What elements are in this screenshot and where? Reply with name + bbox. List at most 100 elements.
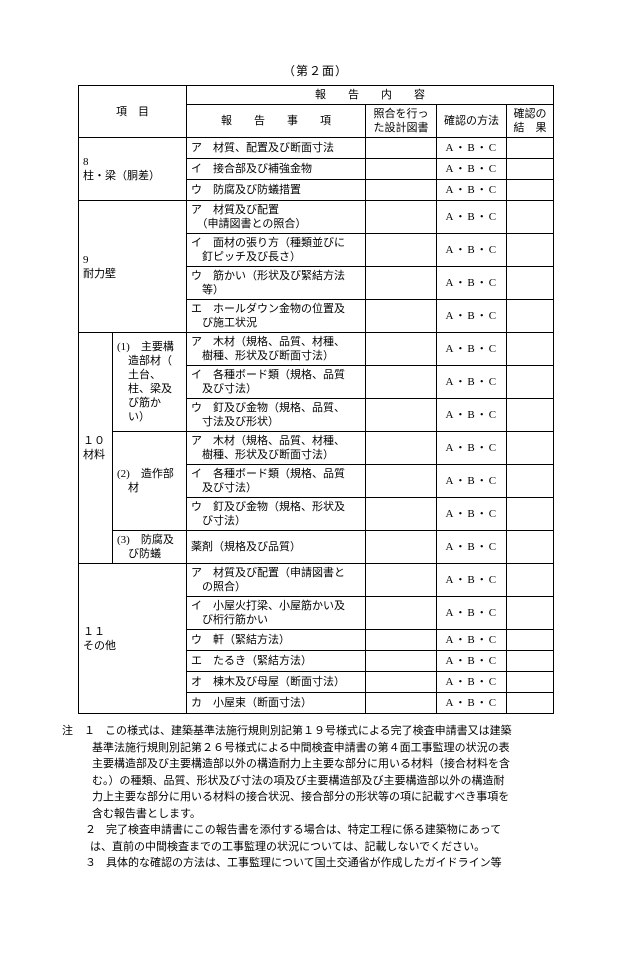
report-item: 薬剤（規格及び品質） [186, 530, 366, 564]
note-number: ３ [85, 857, 96, 869]
section-8-label: 8 柱・梁（胴差） [78, 137, 187, 201]
confirm-result-header: 確認の 結 果 [506, 104, 554, 138]
section-10-label: １０ 材料 [78, 332, 113, 564]
result-field [506, 692, 554, 714]
design-doc-field [365, 137, 437, 159]
note-text: 完了検査申請書にこの報告書を添付する場合は、特定工程に係る建築物にあって は、直… [90, 824, 502, 853]
design-doc-field [365, 563, 437, 597]
result-field [506, 431, 554, 465]
design-doc-field [365, 266, 437, 300]
note-marker: 注 [62, 725, 73, 737]
method-options: A・B・C [436, 431, 507, 465]
result-field [506, 530, 554, 564]
note-item-3: ３ 具体的な確認の方法は、工事監理について国土交通省が作成したガイドライン等 [62, 855, 570, 872]
result-field [506, 563, 554, 597]
design-doc-field [365, 464, 437, 498]
result-field [506, 266, 554, 300]
report-content-header: 報 告 内 容 [186, 85, 554, 105]
report-matters-header: 報 告 事 項 [186, 104, 366, 138]
design-doc-field [365, 179, 437, 201]
result-field [506, 365, 554, 399]
design-doc-field [365, 671, 437, 693]
report-item: ア 材質及び配置 （申請図書との照合） [186, 200, 366, 234]
result-field [506, 137, 554, 159]
report-item: エ ホールダウン金物の位置及 び施工状況 [186, 299, 366, 333]
subsection-10-3-label: (3) 防腐及 び防蟻 [112, 530, 187, 564]
result-field [506, 629, 554, 651]
method-options: A・B・C [436, 596, 507, 630]
method-options: A・B・C [436, 200, 507, 234]
report-item: イ 各種ボード類（規格、品質 及び寸法） [186, 365, 366, 399]
report-item: イ 面材の張り方（種類並びに 釘ピッチ及び長さ） [186, 233, 366, 267]
result-field [506, 233, 554, 267]
method-options: A・B・C [436, 671, 507, 693]
result-field [506, 650, 554, 672]
report-item: ウ 軒（緊結方法） [186, 629, 366, 651]
note-item-1: 注 １ この様式は、建築基準法施行規則別記第１９号様式による完了検査申請書又は建築 … [62, 723, 570, 822]
report-item: イ 各種ボード類（規格、品質 及び寸法） [186, 464, 366, 498]
subsection-10-2-label: (2) 造作部 材 [112, 431, 187, 531]
method-options: A・B・C [436, 158, 507, 180]
design-doc-field [365, 629, 437, 651]
report-item: ア 材質及び配置（申請図書と の照合） [186, 563, 366, 597]
report-item: エ たるき（緊結方法） [186, 650, 366, 672]
design-doc-field [365, 497, 437, 531]
report-item: ウ 釘及び金物（規格、品質、 寸法及び形状） [186, 398, 366, 432]
design-doc-field [365, 530, 437, 564]
result-field [506, 299, 554, 333]
method-options: A・B・C [436, 398, 507, 432]
result-field [506, 158, 554, 180]
result-field [506, 200, 554, 234]
report-item: ア 木材（規格、品質、材種、 樹種、形状及び断面寸法） [186, 431, 366, 465]
result-field [506, 332, 554, 366]
design-doc-field [365, 299, 437, 333]
design-doc-field [365, 332, 437, 366]
result-field [506, 179, 554, 201]
report-item: イ 接合部及び補強金物 [186, 158, 366, 180]
design-docs-header: 照合を行っ た設計図書 [365, 104, 437, 138]
report-item: イ 小屋火打梁、小屋筋かい及 び桁行筋かい [186, 596, 366, 630]
method-options: A・B・C [436, 299, 507, 333]
method-options: A・B・C [436, 464, 507, 498]
report-item: ア 材質、配置及び断面寸法 [186, 137, 366, 159]
method-options: A・B・C [436, 692, 507, 714]
item-column-header: 項 目 [78, 85, 187, 138]
method-options: A・B・C [436, 563, 507, 597]
notes: 注 １ この様式は、建築基準法施行規則別記第１９号様式による完了検査申請書又は建築 … [62, 723, 570, 872]
design-doc-field [365, 200, 437, 234]
report-table: 項 目 報 告 内 容 報 告 事 項 照合を行っ た設計図書 確認の方法 確認… [78, 85, 554, 714]
note-number: ２ [85, 824, 96, 836]
result-field [506, 464, 554, 498]
method-options: A・B・C [436, 179, 507, 201]
result-field [506, 671, 554, 693]
report-item: ウ 釘及び金物（規格、形状及 び寸法） [186, 497, 366, 531]
design-doc-field [365, 365, 437, 399]
note-text: この様式は、建築基準法施行規則別記第１９号様式による完了検査申請書又は建築 基準… [92, 725, 512, 820]
report-item: ウ 筋かい（形状及び緊結方法 等） [186, 266, 366, 300]
method-options: A・B・C [436, 629, 507, 651]
note-number: １ [84, 725, 95, 737]
method-options: A・B・C [436, 530, 507, 564]
section-9-label: 9 耐力壁 [78, 200, 187, 333]
design-doc-field [365, 158, 437, 180]
result-field [506, 398, 554, 432]
method-options: A・B・C [436, 233, 507, 267]
design-doc-field [365, 431, 437, 465]
result-field [506, 497, 554, 531]
result-field [506, 596, 554, 630]
design-doc-field [365, 596, 437, 630]
method-options: A・B・C [436, 266, 507, 300]
method-options: A・B・C [436, 650, 507, 672]
subsection-10-1-label: (1) 主要構 造部材（ 土台、 柱、梁及 び筋か い） [112, 332, 187, 432]
method-options: A・B・C [436, 365, 507, 399]
report-item: ウ 防腐及び防蟻措置 [186, 179, 366, 201]
section-11-label: １１ その他 [78, 563, 187, 714]
method-options: A・B・C [436, 497, 507, 531]
method-options: A・B・C [436, 137, 507, 159]
design-doc-field [365, 398, 437, 432]
design-doc-field [365, 650, 437, 672]
design-doc-field [365, 692, 437, 714]
report-item: ア 木材（規格、品質、材種、 樹種、形状及び断面寸法） [186, 332, 366, 366]
design-doc-field [365, 233, 437, 267]
note-text: 具体的な確認の方法は、工事監理について国土交通省が作成したガイドライン等 [106, 857, 502, 869]
